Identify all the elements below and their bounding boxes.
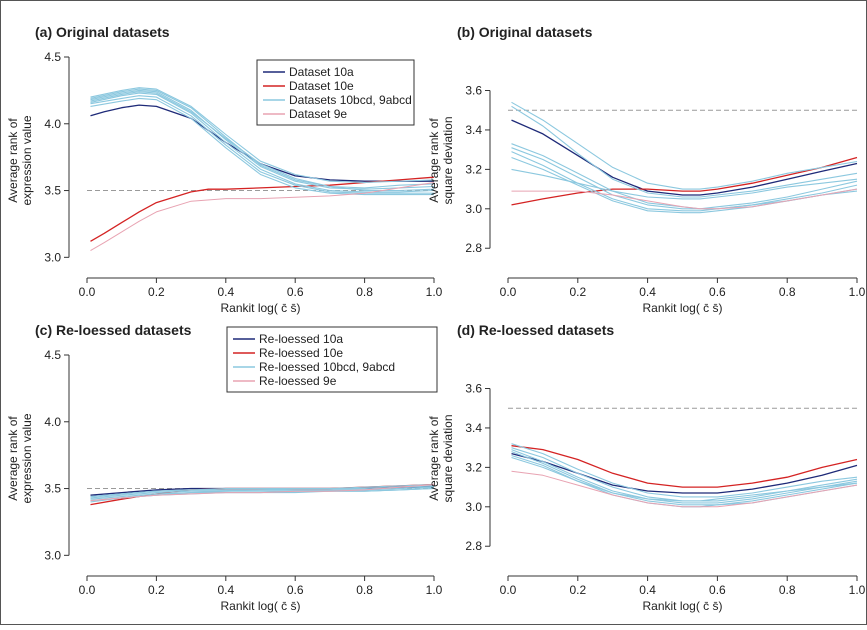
y-axis-label: square deviation: [441, 116, 455, 204]
series-line: [511, 119, 858, 196]
series-line: [511, 445, 858, 488]
x-tick-label: 1.0: [849, 285, 866, 299]
x-tick-label: 1.0: [426, 285, 443, 299]
y-axis-label: expression value: [20, 413, 34, 503]
panel-title: (b) Original datasets: [457, 24, 593, 40]
x-tick-label: 0.4: [217, 285, 234, 299]
x-tick-label: 0.0: [79, 583, 96, 597]
series-line: [511, 101, 858, 190]
series-line: [511, 443, 858, 498]
legend-entry: Re-loessed 9e: [259, 374, 337, 388]
x-tick-label: 0.6: [287, 583, 304, 597]
x-tick-label: 0.8: [356, 583, 373, 597]
series-line: [90, 95, 434, 194]
y-tick-label: 3.6: [465, 382, 482, 396]
panel-title: (c) Re-loessed datasets: [35, 322, 192, 338]
series-line: [511, 449, 858, 504]
series-line: [90, 88, 435, 189]
x-tick-label: 0.2: [148, 285, 165, 299]
y-tick-label: 3.0: [465, 500, 482, 514]
y-tick-label: 3.5: [44, 482, 61, 496]
series-line: [90, 483, 435, 498]
series-line: [511, 156, 858, 206]
x-tick-label: 0.2: [569, 285, 586, 299]
y-tick-label: 4.0: [44, 117, 61, 131]
legend-entry: Datasets 10bcd, 9abcd: [289, 93, 412, 107]
series-line: [90, 87, 435, 184]
x-tick-label: 0.6: [709, 583, 726, 597]
x-tick-label: 0.0: [500, 285, 517, 299]
panel-title: (a) Original datasets: [35, 24, 170, 40]
legend-entry: Re-loessed 10e: [259, 346, 343, 360]
y-tick-label: 3.0: [44, 548, 61, 562]
x-axis-label: Rankit log( c̄ s̄): [642, 599, 722, 613]
series-line: [90, 484, 435, 502]
x-tick-label: 0.0: [79, 285, 96, 299]
legend-entry: Re-loessed 10a: [259, 332, 343, 346]
y-axis-label: expression value: [20, 115, 34, 205]
y-tick-label: 3.2: [465, 162, 482, 176]
series-line: [90, 182, 435, 252]
legend-entry: Dataset 10a: [289, 65, 354, 79]
y-tick-label: 3.2: [465, 460, 482, 474]
legend-entry: Dataset 9e: [289, 107, 347, 121]
y-tick-label: 4.5: [44, 50, 61, 64]
y-tick-label: 3.5: [44, 184, 61, 198]
x-tick-label: 0.8: [356, 285, 373, 299]
x-axis-label: Rankit log( c̄ s̄): [642, 301, 722, 315]
series-line: [511, 456, 858, 502]
x-tick-label: 0.2: [148, 583, 165, 597]
y-tick-label: 3.0: [465, 202, 482, 216]
x-tick-label: 0.0: [500, 583, 517, 597]
series-line: [511, 452, 858, 494]
chart-panel-4: (d) Re-loessed datasets 0.0 0.2 0.4 0.6 0.8 1.…: [427, 322, 866, 613]
y-axis-label: square deviation: [441, 414, 455, 502]
y-axis-label: Average rank of: [427, 416, 441, 501]
chart-panel-3: (c) Re-loessed datasets 0.0 0.2 0.4 0.6 0.8 1.…: [6, 322, 443, 613]
x-tick-label: 0.4: [217, 583, 234, 597]
x-tick-label: 0.8: [779, 583, 796, 597]
x-tick-label: 0.4: [639, 285, 656, 299]
chart-panel-1: (a) Original datasets 0.0 0.2 0.4 0.6 0.8 1.0 R…: [6, 24, 443, 315]
series-line: [90, 176, 435, 242]
legend-entry: Re-loessed 10bcd, 9abcd: [259, 360, 395, 374]
y-axis-label: Average rank of: [6, 416, 20, 501]
y-tick-label: 2.8: [465, 241, 482, 255]
series-line: [511, 451, 858, 506]
x-tick-label: 1.0: [426, 583, 443, 597]
x-axis-label: Rankit log( c̄ s̄): [220, 599, 300, 613]
x-tick-label: 0.8: [779, 285, 796, 299]
series-line: [90, 97, 434, 196]
y-tick-label: 4.0: [44, 415, 61, 429]
y-axis-label: Average rank of: [6, 118, 20, 203]
x-tick-label: 0.2: [569, 583, 586, 597]
y-tick-label: 4.5: [44, 348, 61, 362]
series-line: [511, 470, 858, 508]
chart-panel-2: (b) Original datasets 0.0 0.2 0.4 0.6 0.8 1.0 R…: [427, 24, 866, 315]
y-tick-label: 3.0: [44, 250, 61, 264]
legend-entry: Dataset 10e: [289, 79, 354, 93]
x-tick-label: 1.0: [849, 583, 866, 597]
x-tick-label: 0.4: [639, 583, 656, 597]
y-tick-label: 3.4: [465, 123, 482, 137]
series-line: [511, 147, 858, 210]
x-tick-label: 0.6: [287, 285, 304, 299]
y-tick-label: 2.8: [465, 539, 482, 553]
x-tick-label: 0.6: [709, 285, 726, 299]
legend-box: [226, 326, 438, 393]
panel-title: (d) Re-loessed datasets: [457, 322, 614, 338]
series-line: [90, 89, 435, 190]
series-line: [511, 105, 858, 198]
y-tick-label: 3.6: [465, 84, 482, 98]
series-line: [511, 188, 858, 210]
y-tick-label: 3.4: [465, 421, 482, 435]
y-axis-label: Average rank of: [427, 118, 441, 203]
x-axis-label: Rankit log( c̄ s̄): [220, 301, 300, 315]
